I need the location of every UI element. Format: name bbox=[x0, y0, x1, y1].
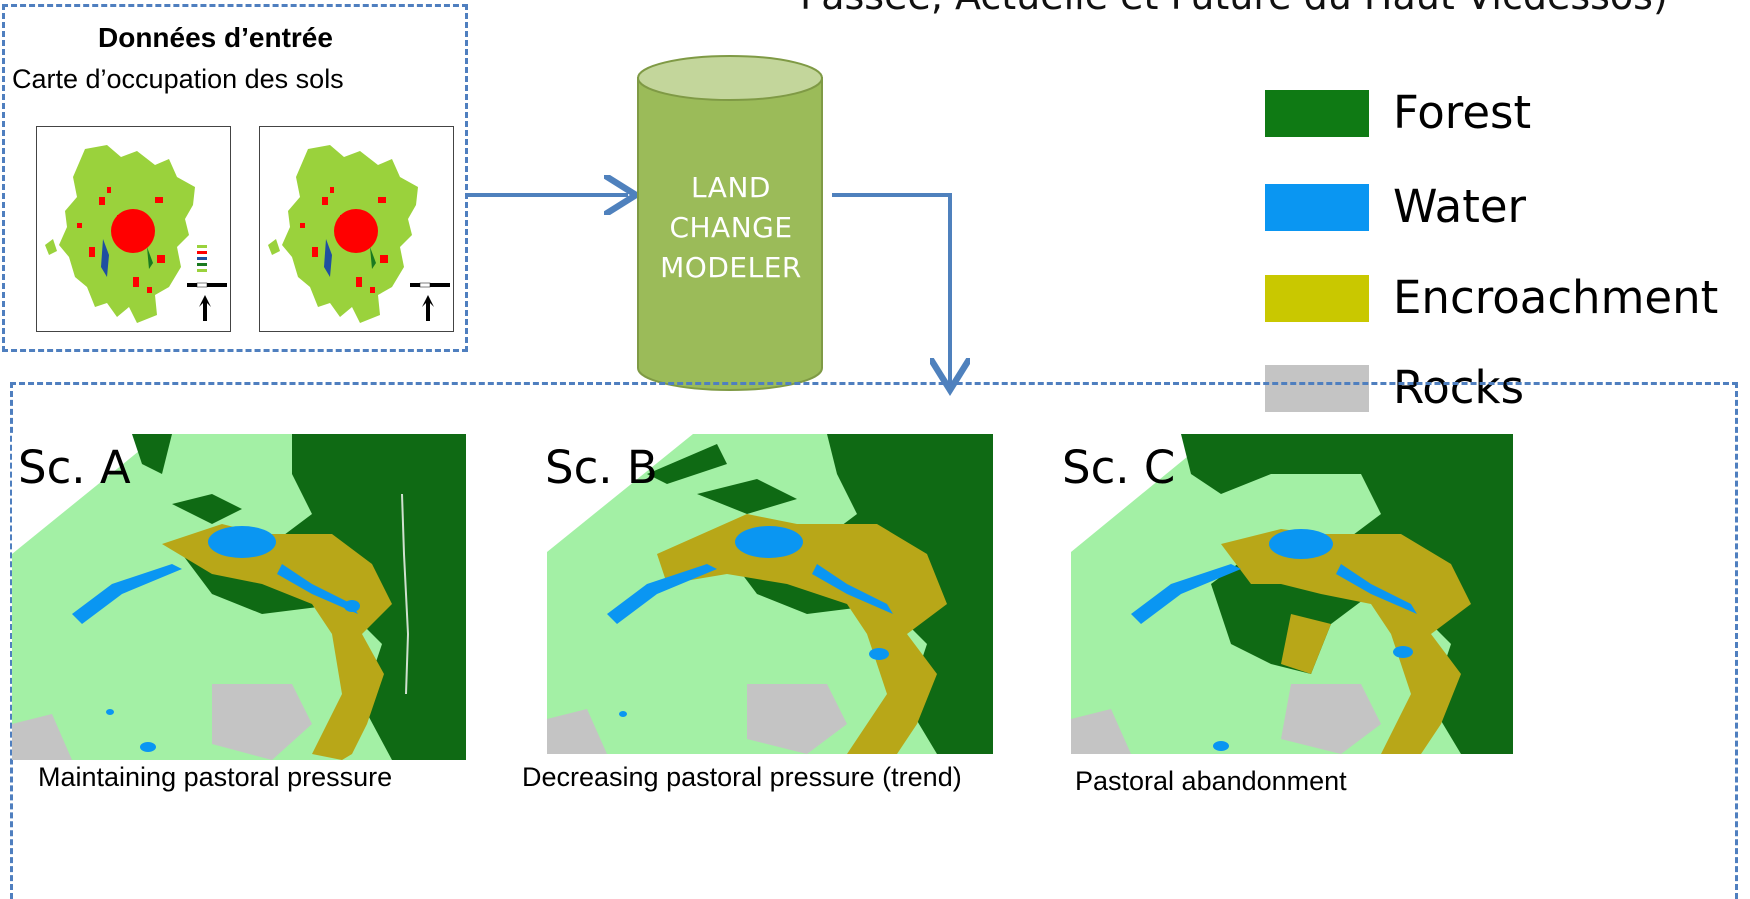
legend-label-encroachment: Encroachment bbox=[1393, 271, 1719, 324]
legend-swatch-water bbox=[1265, 184, 1369, 231]
legend-label-forest: Forest bbox=[1393, 86, 1532, 139]
input-data-title: Données d’entrée bbox=[98, 22, 333, 53]
legend-swatch-rocks bbox=[1265, 365, 1369, 412]
legend-label-rocks: Rocks bbox=[1393, 361, 1525, 414]
model-cylinder bbox=[637, 55, 823, 391]
land-use-map-1 bbox=[36, 126, 231, 332]
scenario-caption-c: Pastoral abandonment bbox=[1075, 766, 1347, 796]
input-data-box bbox=[2, 4, 468, 352]
scenario-map-b bbox=[547, 434, 993, 754]
scenario-caption-a: Maintaining pastoral pressure bbox=[38, 762, 393, 792]
scenario-caption-b: Decreasing pastoral pressure (trend) bbox=[522, 762, 962, 792]
model-label-line-2: CHANGE bbox=[669, 211, 793, 244]
legend-label-water: Water bbox=[1393, 180, 1527, 233]
model-label-line-1: LAND bbox=[691, 171, 771, 204]
legend-swatch-forest bbox=[1265, 90, 1369, 137]
land-use-map-2 bbox=[259, 126, 454, 332]
model-label-line-3: MODELER bbox=[660, 251, 802, 284]
scenario-label-b: Sc. B bbox=[545, 441, 658, 494]
model-label: LAND CHANGE MODELER bbox=[636, 168, 826, 288]
scenario-map-c bbox=[1071, 434, 1513, 754]
page-title: Passée, Actuelle et Future du Haut-Vicde… bbox=[800, 0, 1668, 18]
legend-swatch-encroachment bbox=[1265, 275, 1369, 322]
scenario-label-c: Sc. C bbox=[1062, 441, 1176, 494]
input-data-subtitle: Carte d’occupation des sols bbox=[12, 64, 344, 94]
scenario-map-a bbox=[12, 434, 466, 760]
scenario-label-a: Sc. A bbox=[18, 441, 131, 494]
arrow-model-to-scenarios bbox=[832, 193, 950, 382]
scenarios-box bbox=[10, 382, 1738, 899]
